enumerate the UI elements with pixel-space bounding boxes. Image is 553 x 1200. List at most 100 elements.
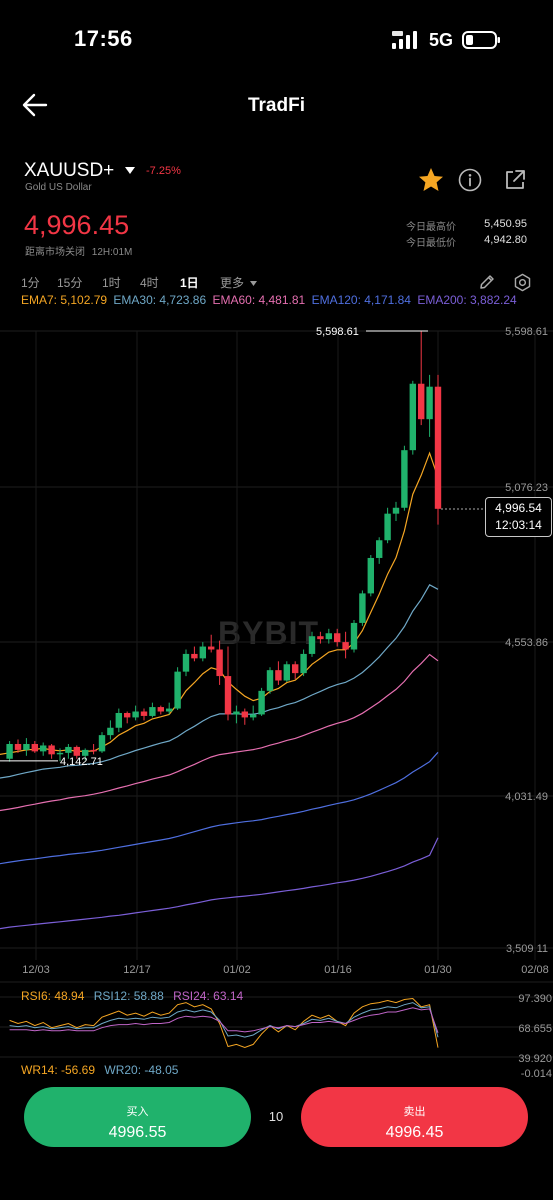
series-line-ema7 <box>0 451 439 755</box>
candle <box>376 540 383 558</box>
candle <box>325 633 332 640</box>
candle <box>317 636 324 640</box>
current-price-tag: 4,996.54 12:03:14 <box>485 497 552 537</box>
y-tick-label: 3,509.11 <box>506 943 548 955</box>
ema60-legend: EMA60: 4,481.81 <box>212 293 306 307</box>
rsi12-legend: RSI12: 58.88 <box>93 989 164 1003</box>
rsi24-legend: RSI24: 63.14 <box>173 989 244 1003</box>
candle <box>149 707 156 716</box>
info-icon[interactable] <box>458 168 482 192</box>
ema-legend: EMA7: 5,102.79 EMA30: 4,723.86 EMA60: 4,… <box>21 293 541 308</box>
tab-4h[interactable]: 4时 <box>140 276 159 290</box>
series-line-ema60 <box>0 653 439 812</box>
status-time: 17:56 <box>74 26 133 51</box>
battery-icon <box>462 31 500 49</box>
candle <box>283 664 290 681</box>
candle <box>14 743 22 750</box>
x-tick-label: 01/02 <box>223 964 251 976</box>
symbol-description: Gold US Dollar <box>25 182 92 193</box>
caret-down-icon[interactable] <box>125 167 135 175</box>
candle-countdown: 12:03:14 <box>495 518 542 532</box>
candle <box>233 711 240 715</box>
price-chart[interactable]: 5,598.61 5,076.23 4,553.86 4,031.49 3,509.11… <box>0 320 553 1080</box>
last-price: 4,996.45 <box>24 210 130 240</box>
current-price: 4,996.54 <box>495 501 542 515</box>
back-arrow-icon[interactable] <box>22 92 48 118</box>
spread-value: 10 <box>268 1109 284 1124</box>
pencil-icon[interactable] <box>478 273 496 291</box>
y-tick-label: 4,553.86 <box>505 637 548 649</box>
market-status-label: 距离市场关闭 <box>25 247 85 258</box>
ema200-legend: EMA200: 3,882.24 <box>417 293 517 307</box>
candle <box>199 646 206 659</box>
x-tick-label: 12/17 <box>123 964 151 976</box>
candle <box>82 749 89 756</box>
share-icon[interactable] <box>503 168 527 192</box>
ema7-legend: EMA7: 5,102.79 <box>21 293 108 307</box>
candle <box>224 676 232 715</box>
candle <box>418 383 425 420</box>
low-value: 4,942.80 <box>484 234 527 246</box>
high-value: 5,450.95 <box>484 218 527 230</box>
settings-icon[interactable] <box>513 273 532 292</box>
x-tick-label: 12/03 <box>22 964 50 976</box>
page-title: TradFi <box>247 95 305 116</box>
wr20-legend: WR20: -48.05 <box>104 1063 179 1077</box>
candle <box>56 752 64 755</box>
tab-1m[interactable]: 1分 <box>21 276 40 290</box>
ema30-legend: EMA30: 4,723.86 <box>113 293 207 307</box>
buy-button[interactable]: 买入 4996.55 <box>24 1087 251 1147</box>
y-tick-label: 4,031.49 <box>505 791 548 803</box>
candle <box>98 735 106 752</box>
tab-1d[interactable]: 1日 <box>180 276 199 290</box>
favorite-star-icon[interactable] <box>417 166 445 194</box>
wr14-legend: WR14: -56.69 <box>21 1063 96 1077</box>
series-line-ema200 <box>0 837 439 930</box>
tab-more-label: 更多 <box>220 276 245 290</box>
x-tick-label: 01/30 <box>424 964 452 976</box>
candle <box>48 745 55 755</box>
x-tick-label: 01/16 <box>324 964 352 976</box>
sell-label: 卖出 <box>403 1106 426 1118</box>
symbol-change: -7.25% <box>146 165 181 177</box>
low-marker-label: 4,142.71 <box>60 756 103 768</box>
candle <box>132 711 139 718</box>
series-line-ema30 <box>0 583 439 779</box>
signal-icon <box>392 31 417 49</box>
candle <box>275 670 282 681</box>
symbol-name[interactable]: XAUUSD+ <box>24 160 115 181</box>
buy-price: 4996.55 <box>108 1124 167 1141</box>
market-countdown: 12H:01M <box>91 247 133 258</box>
series-line-rsi24 <box>9 1007 439 1033</box>
candle <box>140 711 148 716</box>
candle <box>174 671 181 709</box>
sell-price: 4996.45 <box>385 1124 444 1141</box>
candle <box>350 622 358 650</box>
rsi-tick-label: 68.655 <box>518 1023 552 1035</box>
tab-more[interactable]: 更多 <box>220 274 258 291</box>
low-label: 今日最低价 <box>406 238 456 249</box>
tab-15m[interactable]: 15分 <box>57 276 83 290</box>
rsi6-legend: RSI6: 48.94 <box>21 989 85 1003</box>
candle <box>40 745 47 752</box>
candle <box>292 664 299 674</box>
candle <box>308 636 316 654</box>
candle <box>216 649 223 677</box>
high-label: 今日最高价 <box>406 222 456 233</box>
candle <box>166 708 173 712</box>
candle <box>426 386 433 420</box>
tab-1h[interactable]: 1时 <box>102 276 121 290</box>
candle <box>157 707 164 712</box>
candle <box>359 593 366 623</box>
series-line-rsi6 <box>9 997 439 1049</box>
rsi-tick-label: 97.390 <box>518 993 552 1005</box>
candle <box>107 727 114 736</box>
candle <box>6 743 13 759</box>
timeframe-bar: 1分 15分 1时 4时 1日 更多 <box>0 272 553 294</box>
trade-bar: 买入 4996.55 10 卖出 4996.45 <box>0 1078 553 1200</box>
network-type: 5G <box>429 30 454 50</box>
candle <box>367 557 374 594</box>
sell-button[interactable]: 卖出 4996.45 <box>301 1087 528 1147</box>
candle <box>409 383 416 451</box>
rsi-legend: RSI6: 48.94 RSI12: 58.88 RSI24: 63.14 <box>21 989 249 1003</box>
